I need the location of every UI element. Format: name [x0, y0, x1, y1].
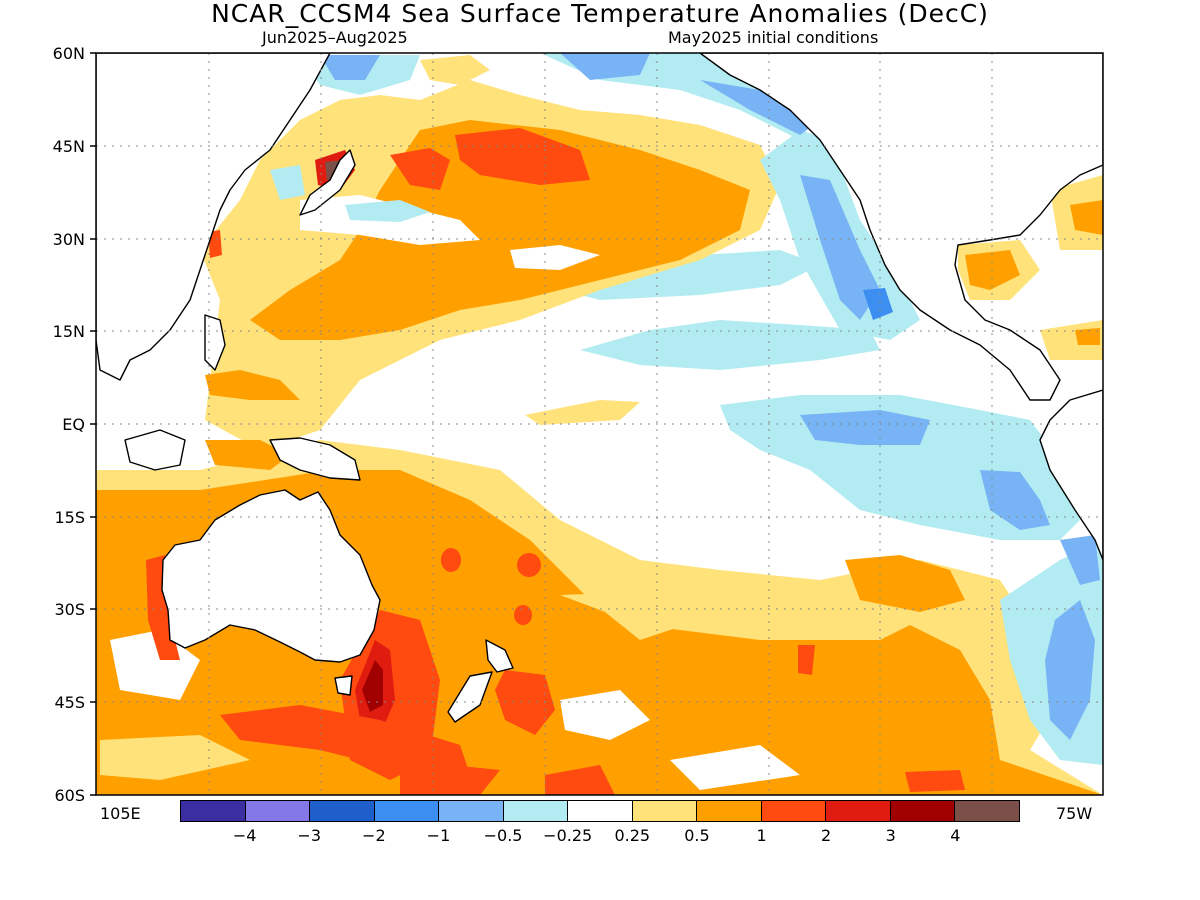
- cool-eq-east: [800, 410, 930, 445]
- warm-strong-south-4: [905, 770, 965, 792]
- warm-light-south-mid: [560, 590, 940, 640]
- colorbar-swatch: [826, 801, 891, 821]
- warm-light-south-patch: [100, 735, 250, 780]
- forecast-period: Jun2025–Aug2025: [262, 28, 408, 47]
- warm-light-eq-west: [525, 400, 640, 425]
- warm-strong-south-3: [545, 765, 615, 795]
- warm-atlantic: [1070, 200, 1103, 235]
- colorbar-label: −0.25: [543, 826, 593, 845]
- warm-strong-spot-3: [514, 605, 532, 625]
- colorbar-swatch: [245, 801, 311, 821]
- lat-label: 45N: [53, 137, 85, 156]
- lat-label: EQ: [62, 415, 85, 434]
- colorbar-label: 2: [821, 826, 832, 845]
- colorbar-label: 1: [756, 826, 767, 845]
- warm-strong-south-2: [400, 760, 500, 795]
- colorbar-swatch: [503, 801, 569, 821]
- colorbar-label: 4: [950, 826, 961, 845]
- colorbar-label: −3: [297, 826, 322, 845]
- cool-ne-coast: [800, 175, 880, 320]
- warm-strong-kuroshio-2: [455, 128, 590, 185]
- coastlines: [96, 53, 1103, 723]
- warm-strong-kuroshio-1: [390, 148, 450, 190]
- neutral-north-streak-2: [510, 245, 600, 270]
- warm-caribbean: [1075, 328, 1100, 345]
- japan-outline: [299, 149, 356, 216]
- neutral-south-patch-1: [110, 630, 200, 700]
- lat-label: 60S: [54, 786, 85, 805]
- warm-philippines: [205, 370, 300, 400]
- new-guinea-outline: [269, 437, 361, 481]
- warm-extreme-tasman: [362, 660, 383, 712]
- new-zealand-south: [447, 671, 493, 723]
- new-zealand-north: [485, 639, 514, 673]
- colorbar-swatch: [632, 801, 698, 821]
- lon-label-left: 105E: [100, 804, 141, 823]
- colorbar-swatch: [310, 801, 375, 821]
- warm-strong-nz: [495, 670, 555, 735]
- philippines-outline: [204, 314, 226, 371]
- colorbar-swatch: [374, 801, 440, 821]
- north-america: [699, 53, 1103, 401]
- initial-conditions: May2025 initial conditions: [668, 28, 879, 47]
- cool-sa-coast: [1045, 600, 1095, 740]
- warm-strong-south-1: [220, 705, 470, 775]
- tasmania-outline: [334, 675, 353, 696]
- cool-gulf-alaska: [560, 53, 650, 80]
- lon-label-right: 75W: [1056, 804, 1093, 823]
- cool-eq-east-2: [980, 470, 1050, 530]
- cool-sa-coast-2: [1060, 535, 1100, 585]
- asia-mainland: [96, 53, 331, 381]
- colorbar-swatch: [697, 801, 762, 821]
- warm-north-pacific: [250, 120, 750, 340]
- cool-light-north-streak: [345, 200, 430, 222]
- colorbar-swatch: [439, 801, 504, 821]
- warm-strong-south-5: [798, 645, 815, 675]
- warm-se-pacific-patch: [845, 555, 965, 612]
- lat-label: 45S: [54, 693, 85, 712]
- borneo-outline: [124, 429, 186, 471]
- cool-strong-baja: [863, 288, 893, 320]
- colorbar-label: −0.5: [483, 826, 523, 845]
- colorbar-label: −2: [362, 826, 386, 845]
- warm-indonesia: [205, 440, 290, 470]
- colorbar-label: 3: [885, 826, 896, 845]
- colorbar-swatch: [761, 801, 827, 821]
- map-title: NCAR_CCSM4 Sea Surface Temperature Anoma…: [211, 0, 989, 28]
- australia-outline: [161, 489, 381, 663]
- cool-bering: [320, 55, 380, 80]
- warm-strong-spot-1: [441, 548, 461, 572]
- colorbar-label: −4: [232, 826, 257, 845]
- lat-label: 60N: [53, 44, 85, 63]
- warm-strong-spot-2: [517, 553, 541, 577]
- lat-ticks: [90, 52, 96, 796]
- colorbar-label: 0.25: [614, 826, 651, 845]
- lat-label: 30S: [54, 600, 85, 619]
- lat-label: 30N: [53, 230, 85, 249]
- cool-alaska-coast: [700, 80, 820, 135]
- cool-light-sea-of-okhotsk: [270, 165, 305, 200]
- lat-label: 15S: [54, 508, 85, 527]
- lat-labels: 60N 45N 30N 15N EQ 15S 30S 45S 60S: [53, 44, 85, 805]
- south-america: [1039, 389, 1103, 561]
- colorbar-label: −1: [426, 826, 451, 845]
- cool-light-eq-north: [580, 320, 880, 370]
- colorbar-swatch: [890, 801, 956, 821]
- colorbar: [180, 800, 1020, 822]
- neutral-south-patch-2: [560, 690, 650, 740]
- colorbar-label: 0.5: [684, 826, 710, 845]
- colorbar-swatch: [568, 801, 633, 821]
- colorbar-swatch: [955, 801, 1019, 821]
- neutral-south-patch-3: [670, 745, 800, 790]
- colorbar-swatch: [181, 801, 246, 821]
- warm-light-bering: [420, 55, 490, 85]
- lat-label: 15N: [53, 322, 85, 341]
